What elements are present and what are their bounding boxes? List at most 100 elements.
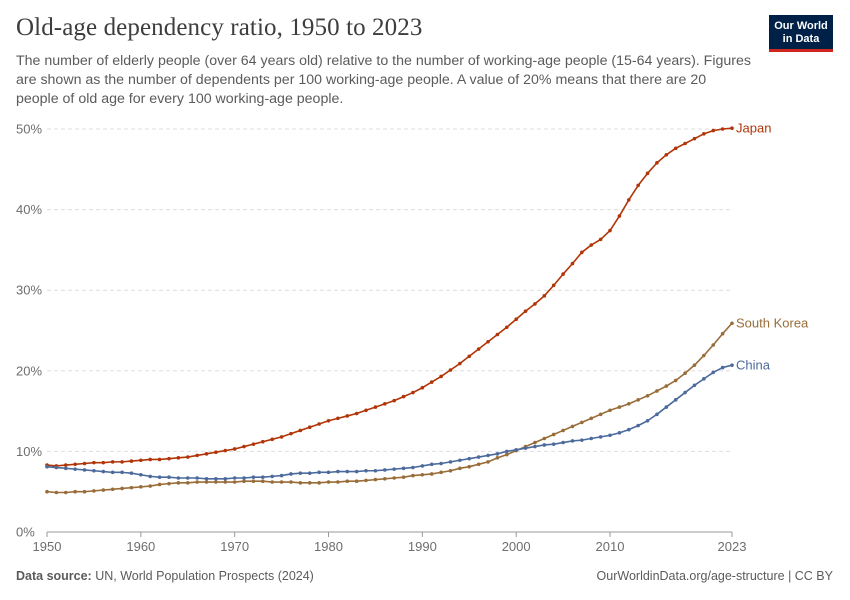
data-point xyxy=(420,464,425,468)
data-point xyxy=(139,472,143,477)
data-point xyxy=(486,453,490,458)
data-point xyxy=(354,469,359,474)
series-label-south-korea: South Korea xyxy=(736,316,809,331)
data-point xyxy=(608,228,612,233)
data-point xyxy=(448,468,453,473)
y-tick-label: 50% xyxy=(16,122,42,137)
data-point xyxy=(120,486,124,491)
data-point xyxy=(542,443,547,447)
data-point xyxy=(645,418,650,423)
data-point xyxy=(429,462,434,467)
x-tick-label: 1960 xyxy=(126,539,155,554)
data-point xyxy=(336,416,340,421)
data-point xyxy=(195,480,199,484)
data-point xyxy=(580,438,584,442)
data-point xyxy=(279,435,284,439)
y-tick-label: 0% xyxy=(16,525,35,540)
data-point xyxy=(392,398,396,403)
data-point xyxy=(476,462,481,467)
data-point xyxy=(364,468,368,473)
data-point xyxy=(101,469,106,474)
x-tick-label: 2023 xyxy=(718,539,747,554)
data-point xyxy=(63,466,68,471)
data-point xyxy=(617,405,622,409)
data-point xyxy=(692,136,697,141)
y-tick-label: 30% xyxy=(16,283,42,298)
data-point xyxy=(598,412,603,417)
data-point xyxy=(401,466,406,471)
data-point xyxy=(702,377,706,381)
data-point xyxy=(373,405,378,409)
data-point xyxy=(167,456,171,461)
data-point xyxy=(580,420,584,425)
data-point xyxy=(289,480,293,484)
data-point xyxy=(495,332,500,337)
data-point xyxy=(514,317,518,322)
data-point xyxy=(298,428,303,433)
data-point xyxy=(214,477,218,481)
data-point xyxy=(195,476,199,480)
data-point xyxy=(645,393,650,398)
data-point xyxy=(467,354,472,359)
data-point xyxy=(82,468,87,472)
data-point xyxy=(711,370,716,375)
data-point xyxy=(92,489,96,493)
data-source-text[interactable]: UN, World Population Prospects (2024) xyxy=(95,569,314,583)
data-point xyxy=(692,363,697,367)
data-point xyxy=(411,465,415,470)
data-point xyxy=(486,460,490,464)
data-point xyxy=(289,431,293,436)
data-point xyxy=(626,427,631,432)
data-point xyxy=(185,481,190,485)
data-point xyxy=(326,480,331,484)
data-point xyxy=(439,374,443,379)
data-point xyxy=(589,416,594,421)
data-point xyxy=(720,127,725,131)
data-point xyxy=(317,422,321,426)
data-point xyxy=(54,465,59,470)
data-point xyxy=(683,141,687,146)
data-point xyxy=(570,261,575,266)
data-point xyxy=(204,480,209,484)
data-point xyxy=(307,471,312,475)
x-tick-label: 1980 xyxy=(314,539,343,554)
x-tick-label: 1970 xyxy=(220,539,249,554)
data-point xyxy=(617,431,622,435)
data-point xyxy=(110,460,115,464)
data-point xyxy=(702,353,706,358)
chart-subtitle: The number of elderly people (over 64 ye… xyxy=(16,53,751,107)
data-point xyxy=(345,479,350,484)
data-point xyxy=(495,456,500,460)
data-point xyxy=(711,343,716,347)
data-point xyxy=(504,449,509,454)
series-line-south-korea xyxy=(46,322,733,494)
axes: 0% 10% 20% 30% 40% 50% 1950 1960 1970 1980 1990 200… xyxy=(16,122,746,555)
source-url[interactable]: OurWorldinData.org/age-structure | CC BY xyxy=(596,569,833,583)
data-point xyxy=(683,371,687,376)
data-point xyxy=(242,444,246,449)
data-point xyxy=(223,448,228,453)
data-point xyxy=(129,485,134,490)
data-point xyxy=(589,436,594,441)
x-tick-label: 1950 xyxy=(33,539,62,554)
data-point xyxy=(655,389,659,393)
data-point xyxy=(617,214,622,218)
series-label-japan: Japan xyxy=(736,121,771,136)
data-point xyxy=(551,432,556,437)
data-point xyxy=(148,484,153,488)
data-point xyxy=(636,183,640,188)
data-source-label: Data source: xyxy=(16,569,92,583)
data-point xyxy=(439,461,443,466)
data-point xyxy=(514,447,518,452)
owid-logo[interactable]: Our World in Data xyxy=(769,15,833,52)
data-point xyxy=(561,440,565,445)
data-point xyxy=(730,126,734,130)
data-point xyxy=(139,458,143,463)
data-point xyxy=(542,294,547,298)
gridlines xyxy=(47,128,732,452)
data-point xyxy=(486,339,490,344)
data-point xyxy=(129,471,134,475)
data-point xyxy=(54,490,59,495)
series-labels: Japan South Korea China xyxy=(736,121,809,373)
data-point xyxy=(448,368,453,372)
